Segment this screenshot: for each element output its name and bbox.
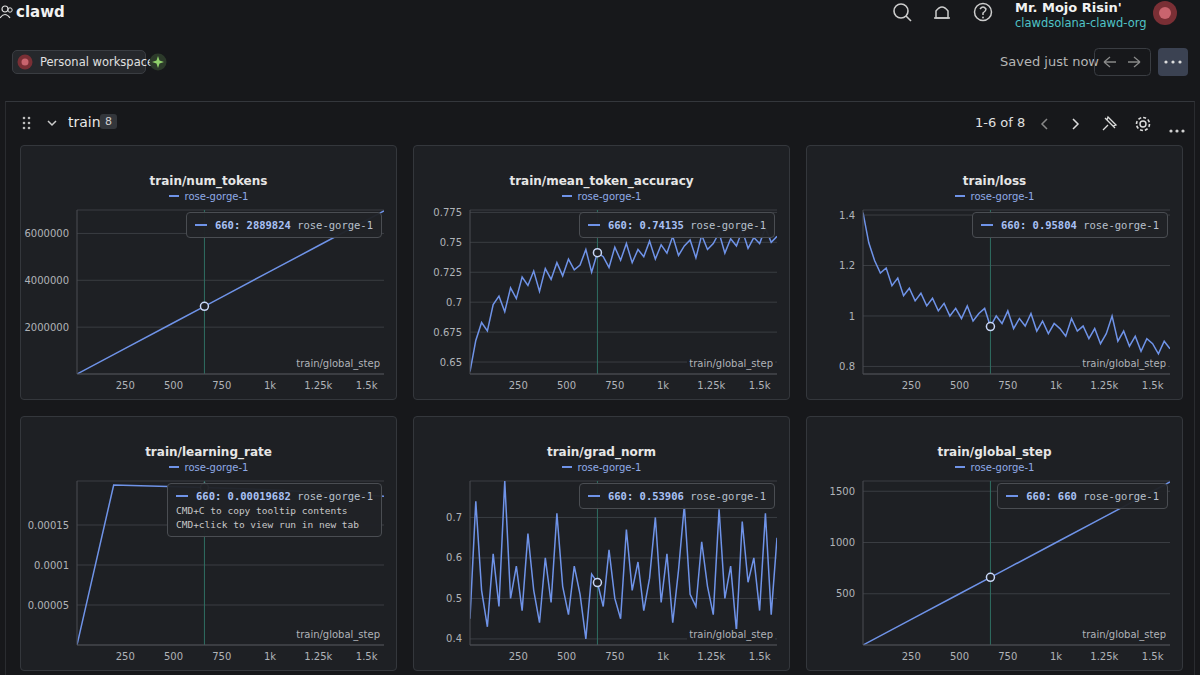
html-text:Mr. Mojo Risin': Mr. Mojo Risin' xyxy=(1015,0,1122,15)
svg-text:1: 1 xyxy=(849,311,855,322)
html-text:660: 660: 660: 660 xyxy=(1026,490,1077,502)
html-text:train/learning_rate: train/learning_rate xyxy=(145,445,272,459)
svg-text:500: 500 xyxy=(950,380,969,391)
html-text:train 8: train 8 xyxy=(68,114,112,130)
html-text:train/global_step: train/global_step xyxy=(1082,358,1166,369)
svg-text:250: 250 xyxy=(116,380,135,391)
svg-text:250: 250 xyxy=(509,380,528,391)
svg-text:750: 750 xyxy=(212,380,231,391)
html-text:660: 0.53906: 660: 0.53906 xyxy=(608,490,684,502)
html-text:rose-gorge-1: rose-gorge-1 xyxy=(970,462,1035,473)
svg-text:1.25k: 1.25k xyxy=(697,380,725,391)
svg-text:1k: 1k xyxy=(657,651,669,662)
svg-text:1k: 1k xyxy=(264,651,276,662)
html-text:rose-gorge-1: rose-gorge-1 xyxy=(297,219,373,231)
svg-text:1.25k: 1.25k xyxy=(304,380,332,391)
svg-text:0.675: 0.675 xyxy=(433,327,462,338)
svg-text:750: 750 xyxy=(998,651,1017,662)
svg-text:500: 500 xyxy=(950,651,969,662)
svg-text:0.75: 0.75 xyxy=(440,237,462,248)
svg-text:0.8: 0.8 xyxy=(839,361,855,372)
html-text:660: 0.00019682: 660: 0.00019682 xyxy=(196,490,291,502)
html-text:rose-gorge-1: rose-gorge-1 xyxy=(690,490,766,502)
html-text:Personal workspace: Personal workspace xyxy=(40,55,155,69)
svg-text:0.00005: 0.00005 xyxy=(28,600,69,611)
svg-text:1.25k: 1.25k xyxy=(1090,380,1118,391)
svg-text:1.5k: 1.5k xyxy=(356,651,378,662)
html-text:train/loss: train/loss xyxy=(962,174,1027,188)
html-text:660: 2889824: 660: 2889824 xyxy=(215,219,291,231)
svg-text:750: 750 xyxy=(605,380,624,391)
html-text:clawd: clawd xyxy=(16,3,65,21)
html-text:train/global_step: train/global_step xyxy=(1082,629,1166,640)
html-text:rose-gorge-1: rose-gorge-1 xyxy=(1083,219,1159,231)
svg-text:1.25k: 1.25k xyxy=(697,651,725,662)
svg-text:1k: 1k xyxy=(264,380,276,391)
svg-text:0.7: 0.7 xyxy=(446,297,462,308)
svg-text:0.00015: 0.00015 xyxy=(28,520,69,531)
svg-text:1.5k: 1.5k xyxy=(1142,380,1164,391)
svg-text:750: 750 xyxy=(605,651,624,662)
svg-text:6000000: 6000000 xyxy=(24,228,69,239)
svg-text:1.5k: 1.5k xyxy=(356,380,378,391)
svg-text:1k: 1k xyxy=(657,380,669,391)
html-text:660: 0.74135: 660: 0.74135 xyxy=(608,219,684,231)
svg-text:500: 500 xyxy=(557,380,576,391)
svg-text:2000000: 2000000 xyxy=(24,322,69,333)
svg-text:1k: 1k xyxy=(1050,651,1062,662)
svg-text:1000: 1000 xyxy=(830,537,855,548)
svg-text:0.0001: 0.0001 xyxy=(34,560,69,571)
html-text:rose-gorge-1: rose-gorge-1 xyxy=(970,191,1035,202)
html-text:Saved just now: Saved just now xyxy=(1000,54,1099,69)
html-text:train/global_step: train/global_step xyxy=(296,629,380,640)
svg-text:4000000: 4000000 xyxy=(24,275,69,286)
html-text:train/global_step: train/global_step xyxy=(689,358,773,369)
html-text:train/global_step: train/global_step xyxy=(689,629,773,640)
svg-text:1.25k: 1.25k xyxy=(1090,651,1118,662)
html-text:clawdsolana-clawd-org: clawdsolana-clawd-org xyxy=(1015,16,1147,30)
svg-text:0.4: 0.4 xyxy=(446,633,462,644)
html-text:rose-gorge-1: rose-gorge-1 xyxy=(577,462,642,473)
html-text:1-6 of 8: 1-6 of 8 xyxy=(975,115,1026,130)
svg-text:1k: 1k xyxy=(1050,380,1062,391)
html-text:rose-gorge-1: rose-gorge-1 xyxy=(297,490,373,502)
svg-text:250: 250 xyxy=(902,380,921,391)
html-text:660: 0.95804: 660: 0.95804 xyxy=(1001,219,1077,231)
html-text:train/num_tokens: train/num_tokens xyxy=(149,174,268,188)
html-text:train/grad_norm: train/grad_norm xyxy=(546,445,657,459)
svg-text:500: 500 xyxy=(557,651,576,662)
html-text:train/global_step: train/global_step xyxy=(937,445,1052,459)
svg-text:500: 500 xyxy=(164,380,183,391)
svg-text:0.725: 0.725 xyxy=(433,267,462,278)
html-text:train/global_step: train/global_step xyxy=(296,358,380,369)
html-text:rose-gorge-1: rose-gorge-1 xyxy=(184,191,249,202)
html-text:rose-gorge-1: rose-gorge-1 xyxy=(1083,490,1159,502)
svg-text:1.5k: 1.5k xyxy=(1142,651,1164,662)
svg-text:0.7: 0.7 xyxy=(446,512,462,523)
svg-text:0.5: 0.5 xyxy=(446,593,462,604)
html-text:rose-gorge-1: rose-gorge-1 xyxy=(690,219,766,231)
svg-text:0.65: 0.65 xyxy=(440,357,462,368)
svg-text:500: 500 xyxy=(836,588,855,599)
svg-text:750: 750 xyxy=(212,651,231,662)
svg-text:250: 250 xyxy=(509,651,528,662)
svg-text:1.2: 1.2 xyxy=(839,260,855,271)
svg-text:250: 250 xyxy=(116,651,135,662)
html-text:rose-gorge-1: rose-gorge-1 xyxy=(184,462,249,473)
svg-text:1.25k: 1.25k xyxy=(304,651,332,662)
svg-text:250: 250 xyxy=(902,651,921,662)
html-text:rose-gorge-1: rose-gorge-1 xyxy=(577,191,642,202)
svg-text:0.775: 0.775 xyxy=(433,207,462,218)
svg-text:750: 750 xyxy=(998,380,1017,391)
svg-text:1.5k: 1.5k xyxy=(749,380,771,391)
svg-text:0.6: 0.6 xyxy=(446,552,462,563)
html-text:CMD+click to view run in new t: CMD+click to view run in new tab xyxy=(176,519,359,530)
svg-text:1.4: 1.4 xyxy=(839,210,855,221)
html-text:CMD+C to copy tooltip contents: CMD+C to copy tooltip contents xyxy=(176,505,348,516)
svg-text:1500: 1500 xyxy=(830,486,855,497)
svg-text:1.5k: 1.5k xyxy=(749,651,771,662)
svg-text:500: 500 xyxy=(164,651,183,662)
html-text:train/mean_token_accuracy: train/mean_token_accuracy xyxy=(509,174,694,188)
